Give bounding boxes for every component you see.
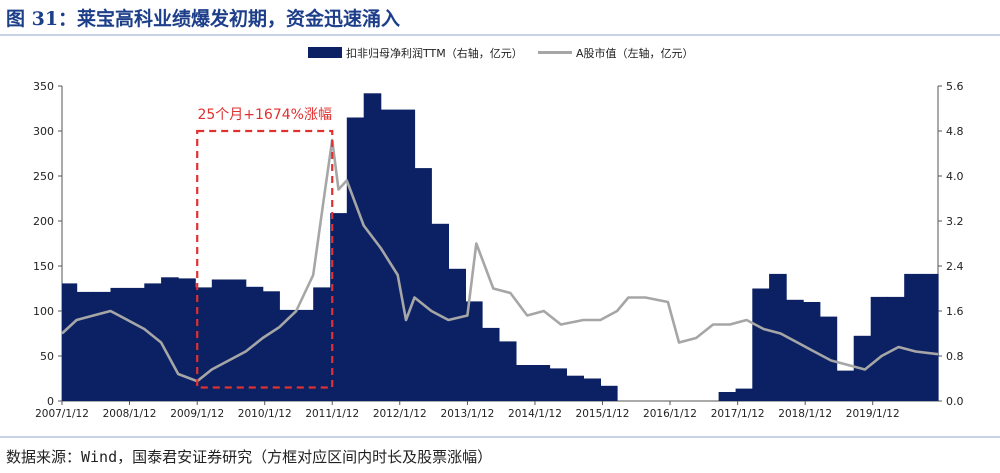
left-tick-label: 0 bbox=[47, 395, 54, 408]
x-tick-label: 2009/1/12 bbox=[170, 408, 224, 420]
legend-bar-swatch bbox=[308, 47, 342, 58]
profit-bar bbox=[262, 291, 280, 401]
x-tick-label: 2012/1/12 bbox=[373, 408, 427, 420]
profit-bar bbox=[363, 93, 382, 402]
right-tick-label: 4.0 bbox=[946, 170, 964, 183]
left-tick-label: 150 bbox=[33, 260, 54, 273]
profit-bar bbox=[566, 375, 584, 401]
x-tick-label: 2011/1/12 bbox=[305, 408, 359, 420]
x-tick-label: 2017/1/12 bbox=[711, 408, 765, 420]
title-bar: 图 31：莱宝高科业绩爆发初期，资金迅速涌入 bbox=[0, 0, 1000, 36]
left-tick-label: 350 bbox=[33, 80, 54, 93]
figure-title: 图 31：莱宝高科业绩爆发初期，资金迅速涌入 bbox=[6, 8, 401, 30]
left-tick-label: 100 bbox=[33, 305, 54, 318]
profit-bar bbox=[718, 392, 737, 401]
profit-bar bbox=[313, 287, 331, 401]
profit-bar bbox=[448, 268, 466, 401]
profit-bar bbox=[161, 277, 179, 402]
profit-bar bbox=[482, 327, 500, 401]
x-tick-label: 2019/1/12 bbox=[846, 408, 900, 420]
profit-bar bbox=[465, 301, 483, 401]
right-tick-label: 4.8 bbox=[946, 125, 964, 138]
profit-bar bbox=[752, 288, 770, 401]
profit-bar bbox=[904, 273, 922, 401]
profit-bar bbox=[498, 341, 517, 401]
right-tick-label: 0.8 bbox=[946, 350, 964, 363]
x-tick-label: 2007/1/12 bbox=[35, 408, 89, 420]
profit-bar bbox=[515, 365, 534, 401]
chart-svg: 0 50 100 150 200 250 300 350 0.0 0.8 1.6 2.4 3.2 4.0 4… bbox=[33, 46, 964, 420]
x-tick-label: 2018/1/12 bbox=[778, 408, 832, 420]
right-tick-label: 3.2 bbox=[946, 215, 964, 228]
profit-bar bbox=[296, 309, 314, 401]
profit-bar bbox=[144, 283, 162, 401]
profit-bar bbox=[178, 278, 196, 401]
profit-bar bbox=[870, 296, 888, 401]
chart-container: 0 50 100 150 200 250 300 350 0.0 0.8 1.6 2.4 3.2 4.0 4… bbox=[0, 34, 1000, 434]
profit-bar bbox=[431, 223, 449, 401]
profit-bar bbox=[921, 273, 939, 401]
profit-bar bbox=[346, 117, 365, 401]
right-tick-label: 2.4 bbox=[946, 260, 964, 273]
profit-bar bbox=[110, 287, 129, 401]
profit-bar bbox=[76, 291, 94, 401]
source-note: 数据来源：Wind，国泰君安证券研究（方框对应区间内时长及股票涨幅） bbox=[6, 448, 493, 466]
profit-bar bbox=[397, 109, 416, 401]
highlight-annotation: 25个月+1674%涨幅 bbox=[197, 107, 331, 123]
legend-line-label: A股市值（左轴，亿元） bbox=[576, 46, 694, 60]
profit-bar bbox=[414, 168, 432, 401]
profit-bar bbox=[583, 378, 601, 401]
left-tick-label: 50 bbox=[40, 350, 54, 363]
x-tick-label: 2014/1/12 bbox=[508, 408, 562, 420]
right-tick-label: 5.6 bbox=[946, 80, 964, 93]
profit-bar bbox=[735, 388, 753, 401]
market-cap-line bbox=[61, 138, 939, 383]
profit-bar bbox=[836, 370, 855, 401]
profit-bar bbox=[127, 287, 145, 401]
right-tick-label: 1.6 bbox=[946, 305, 964, 318]
profit-bar bbox=[330, 213, 348, 401]
profit-bar bbox=[211, 279, 230, 401]
profit-bar bbox=[380, 109, 399, 401]
profit-bar bbox=[786, 299, 804, 402]
legend-bar-label: 扣非归母净利润TTM（右轴，亿元） bbox=[346, 46, 523, 60]
profit-bar bbox=[532, 365, 551, 401]
left-tick-label: 250 bbox=[33, 170, 54, 183]
left-tick-label: 200 bbox=[33, 215, 54, 228]
x-tick-label: 2015/1/12 bbox=[576, 408, 630, 420]
profit-bar bbox=[228, 279, 247, 401]
x-tick-label: 2016/1/12 bbox=[643, 408, 697, 420]
profit-bar bbox=[93, 291, 111, 401]
profit-bar bbox=[279, 309, 297, 401]
x-tick-label: 2010/1/12 bbox=[238, 408, 292, 420]
profit-bar bbox=[549, 368, 567, 401]
x-tick-label: 2008/1/12 bbox=[103, 408, 157, 420]
profit-bar bbox=[600, 385, 618, 401]
source-bar: 数据来源：Wind，国泰君安证券研究（方框对应区间内时长及股票涨幅） bbox=[0, 436, 1000, 473]
x-tick-label: 2013/1/12 bbox=[441, 408, 495, 420]
profit-bar bbox=[769, 273, 787, 401]
right-tick-label: 0.0 bbox=[946, 395, 964, 408]
left-tick-label: 300 bbox=[33, 125, 54, 138]
highlight-box bbox=[196, 129, 334, 389]
profit-bar bbox=[62, 283, 78, 401]
